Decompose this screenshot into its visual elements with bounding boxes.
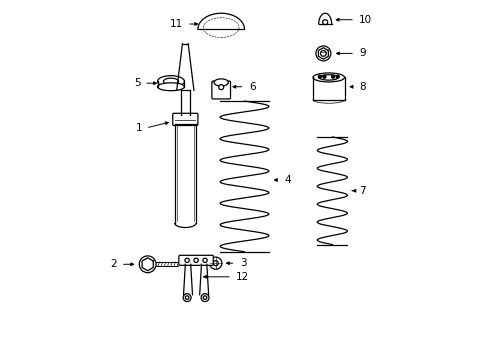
Circle shape	[183, 294, 191, 302]
Circle shape	[209, 257, 222, 269]
Text: 2: 2	[110, 259, 116, 269]
Text: 11: 11	[170, 19, 183, 29]
FancyBboxPatch shape	[211, 81, 230, 99]
Text: 7: 7	[359, 186, 365, 196]
Circle shape	[184, 258, 189, 262]
Circle shape	[322, 20, 327, 25]
Text: 5: 5	[134, 78, 140, 88]
Text: 1: 1	[135, 123, 142, 133]
Circle shape	[213, 261, 218, 266]
Text: 8: 8	[359, 82, 365, 92]
Circle shape	[185, 296, 188, 300]
Text: 10: 10	[359, 15, 372, 25]
Ellipse shape	[214, 79, 228, 86]
Circle shape	[203, 296, 206, 300]
Text: 3: 3	[239, 258, 246, 268]
FancyBboxPatch shape	[179, 255, 213, 265]
Text: 6: 6	[248, 82, 255, 92]
Ellipse shape	[312, 73, 344, 82]
Text: 12: 12	[236, 272, 249, 282]
Circle shape	[201, 294, 208, 302]
FancyBboxPatch shape	[172, 113, 198, 126]
Circle shape	[318, 75, 321, 78]
Text: 9: 9	[359, 48, 365, 58]
Circle shape	[203, 258, 207, 262]
Text: 4: 4	[284, 175, 291, 185]
Ellipse shape	[319, 75, 338, 80]
Circle shape	[323, 75, 325, 78]
Circle shape	[336, 75, 339, 78]
Ellipse shape	[157, 83, 184, 91]
Circle shape	[320, 50, 325, 56]
Circle shape	[331, 75, 334, 78]
Ellipse shape	[163, 78, 178, 85]
Ellipse shape	[157, 76, 184, 87]
Circle shape	[218, 85, 223, 90]
Circle shape	[194, 258, 198, 262]
